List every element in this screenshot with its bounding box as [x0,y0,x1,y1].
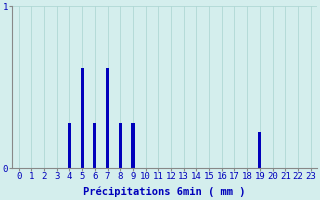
Bar [106,68,109,168]
Bar [68,123,71,168]
X-axis label: Précipitations 6min ( mm ): Précipitations 6min ( mm ) [84,187,246,197]
Bar [93,123,96,168]
Bar [258,132,261,168]
Bar [131,123,134,168]
Bar [81,68,84,168]
Bar [119,123,122,168]
